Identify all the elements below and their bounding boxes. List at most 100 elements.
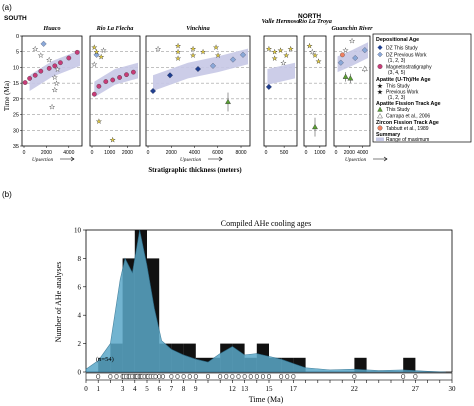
- panel-b-title: Compiled AHe cooling ages: [221, 219, 311, 228]
- legend-dz-prev-refs: (1, 2, 3): [388, 58, 406, 64]
- panel-a-y-axis-label: Time (Ma): [3, 80, 11, 111]
- rug-point: [236, 373, 241, 380]
- magneto-point: [96, 83, 102, 89]
- dz-point: [93, 51, 100, 58]
- dz-point: [337, 59, 344, 66]
- panel-b-x-axis-label: Time (Ma): [249, 395, 284, 404]
- ahe-point: ★: [283, 51, 289, 59]
- rug-point: [108, 373, 113, 380]
- aft-point: [347, 75, 354, 81]
- ahe-point: ★: [307, 42, 313, 50]
- dz-point: [352, 54, 359, 62]
- legend-ahe-title: Apatite (U-Th)/He Age: [376, 77, 431, 83]
- summary-band: [29, 50, 81, 91]
- histogram-x-tick-label: 27: [412, 385, 420, 393]
- ahe-point: ★: [316, 58, 322, 66]
- ahe-point: ★: [55, 65, 61, 73]
- legend-zft-tabbutt: Tabbutt et al., 1989: [386, 126, 429, 132]
- rug-point: [224, 373, 229, 380]
- section-x-tick-label: 0: [147, 150, 150, 156]
- rug-point: [181, 373, 186, 380]
- legend-box: [372, 33, 472, 143]
- ahe-point: ★: [110, 136, 116, 144]
- rug-point: [248, 373, 253, 380]
- histogram-x-tick-label: 17: [290, 385, 298, 393]
- ahe-point: ★: [101, 47, 107, 55]
- histogram-x-tick-label: 22: [351, 385, 359, 393]
- ahe-point: ★: [52, 73, 58, 81]
- section-x-tick-label: 0: [305, 150, 308, 156]
- upsection-arrow-icon: [373, 156, 388, 162]
- histogram-x-tick-label: 5: [145, 385, 149, 393]
- rug-point: [352, 373, 357, 380]
- histogram-x-tick-label: 30: [449, 385, 457, 393]
- dz-point: [265, 83, 272, 90]
- aft-point: [225, 98, 231, 104]
- aft-point: [312, 123, 318, 130]
- legend-aft-this-triangle-icon: [377, 106, 383, 112]
- dz-point: [194, 65, 202, 73]
- aft-point: [361, 65, 368, 71]
- legend-zft-circle-icon: [377, 125, 383, 131]
- rug-point: [267, 373, 271, 380]
- rug-point: [413, 373, 418, 380]
- histogram-x-tick-label: 13: [241, 385, 249, 393]
- summary-band: [337, 42, 368, 73]
- panel-a-y-tick-label: 0: [16, 34, 19, 40]
- ahe-point: ★: [38, 51, 44, 59]
- ahe-point: ★: [312, 51, 318, 59]
- north-label: NORTH: [298, 13, 321, 20]
- rug-point: [206, 373, 210, 380]
- section-name: Guanchin River: [331, 25, 373, 32]
- aft-point: [342, 73, 349, 79]
- south-label: SOUTH: [4, 15, 27, 22]
- histogram-x-tick-label: 9: [194, 385, 198, 393]
- magneto-point: [91, 91, 97, 97]
- legend-dz-this-diamond-icon: [377, 45, 383, 50]
- legend-ahe-this: This Study: [386, 84, 410, 90]
- histogram-x-tick-label: 8: [182, 385, 186, 393]
- summary-band: [267, 62, 295, 85]
- panel-a-y-tick-label: 25: [13, 113, 19, 119]
- section-x-tick-label: 4000: [357, 150, 368, 156]
- ahe-point: ★: [190, 51, 196, 59]
- upsection-arrow-icon: [208, 156, 223, 162]
- section-name: Rio La Troya: [297, 18, 332, 25]
- ahe-point: ★: [288, 45, 294, 53]
- legend-aft-title: Apatite Fission Track Age: [376, 101, 441, 107]
- rug-point: [153, 373, 158, 380]
- rug-point: [114, 373, 119, 380]
- histogram-x-tick-label: 6: [157, 385, 161, 393]
- section-0: Huaco 0 2000 4000: [21, 25, 83, 156]
- legend-summary-title: Summary: [376, 132, 400, 138]
- rug-point: [401, 373, 406, 380]
- ahe-point: ★: [91, 61, 97, 69]
- ahe-point: ★: [190, 45, 196, 53]
- magneto-point: [22, 80, 28, 85]
- legend-summary-range: Range of maximum: [386, 137, 429, 143]
- section-x-tick-label: 8000: [235, 150, 246, 156]
- section-x-tick-label: 1000: [314, 150, 325, 156]
- panel-a-x-axis-label: Stratigraphic thickness (meters): [148, 167, 241, 174]
- ahe-point: ★: [46, 56, 52, 64]
- ahe-point: ★: [54, 80, 60, 88]
- ahe-point: ★: [215, 51, 221, 59]
- upsection-label: Upsection: [180, 157, 201, 163]
- section-name: Huaco: [42, 25, 60, 32]
- upsection-label: Upsection: [345, 157, 366, 163]
- histogram-x-tick-label: 7: [170, 385, 174, 393]
- section-x-tick-label: 1000: [104, 150, 115, 156]
- panel-a-y-tick-label: 5: [16, 50, 19, 56]
- section-x-tick-label: 0: [335, 150, 338, 156]
- magneto-point: [117, 75, 122, 80]
- histogram-bar: [354, 357, 367, 372]
- magneto-point: [131, 69, 136, 75]
- dz-point: [239, 51, 247, 58]
- panel-a-y-tick-label: 20: [13, 97, 19, 103]
- magneto-point: [124, 72, 129, 78]
- legend-summary-swatch: [376, 137, 384, 141]
- summary-band: [94, 62, 138, 98]
- legend-ahe-prev: Previous Work: [386, 90, 419, 96]
- histogram-y-tick-label: 8: [78, 255, 82, 263]
